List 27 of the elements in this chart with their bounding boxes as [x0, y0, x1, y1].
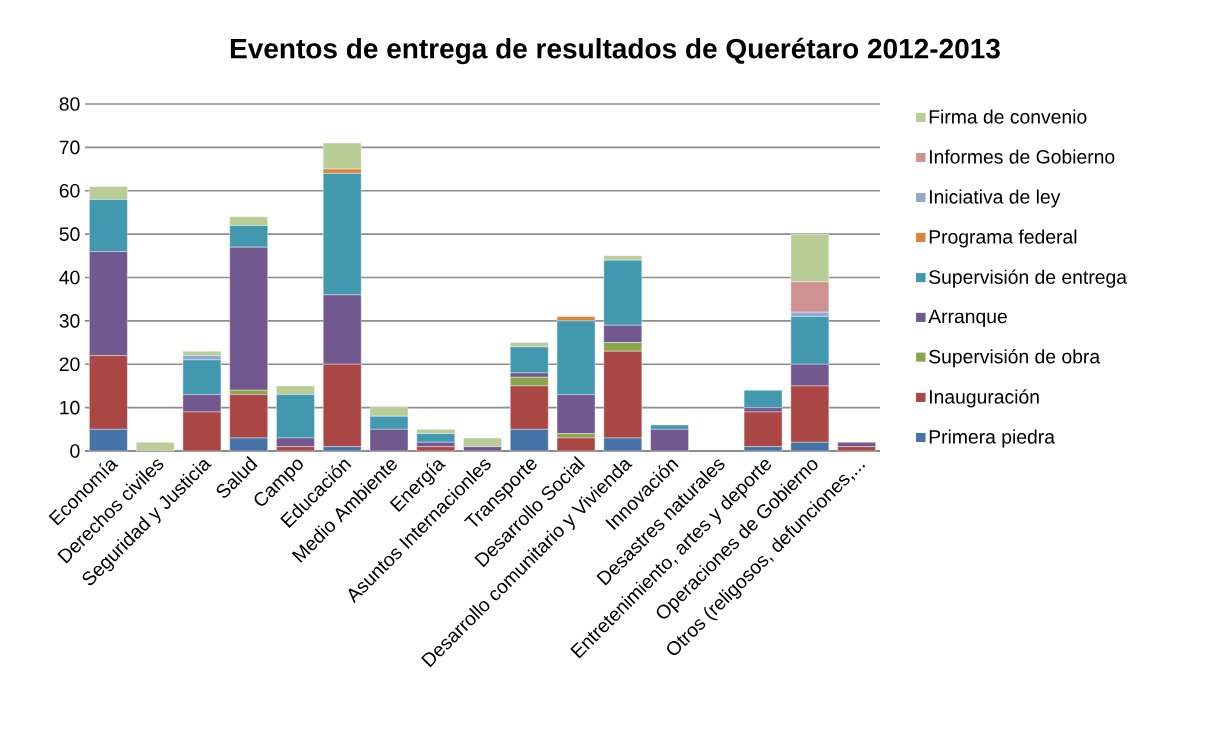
legend-label: Inauguración: [929, 389, 1039, 408]
legend-label: Informes de Gobierno: [929, 149, 1115, 164]
legend-label: Arranque: [928, 309, 1007, 328]
y-tick-label: 50: [59, 227, 80, 241]
bar: [837, 446, 876, 452]
legend-label: Supervisión de entrega: [929, 269, 1127, 288]
y-tick-label: 10: [60, 400, 80, 415]
y-tick-label: 80: [59, 97, 80, 111]
bar: [416, 446, 455, 452]
y-tick-label: 70: [59, 140, 80, 155]
bar: [416, 433, 455, 443]
bar: [743, 390, 783, 408]
legend-label: Iniciativa de ley: [929, 189, 1061, 208]
y-tick-label: 30: [59, 314, 80, 328]
legend-label: Programa federal: [929, 229, 1077, 248]
legend-label: Primera piedra: [929, 429, 1055, 448]
y-tick-label: 40: [59, 270, 80, 285]
bar: [556, 437, 596, 452]
chart-title: Eventos de entrega de resultados de Querétaro 2012-2013: [230, 37, 1000, 65]
bar: [135, 442, 175, 452]
legend-label: Supervisión de obra: [929, 349, 1101, 368]
y-tick-label: 0: [70, 444, 80, 458]
y-tick-label: 60: [59, 183, 80, 198]
bar: [510, 346, 549, 374]
y-tick-label: 20: [59, 357, 80, 372]
bar: [323, 142, 362, 170]
legend-label: Firma de convenio: [929, 109, 1087, 124]
